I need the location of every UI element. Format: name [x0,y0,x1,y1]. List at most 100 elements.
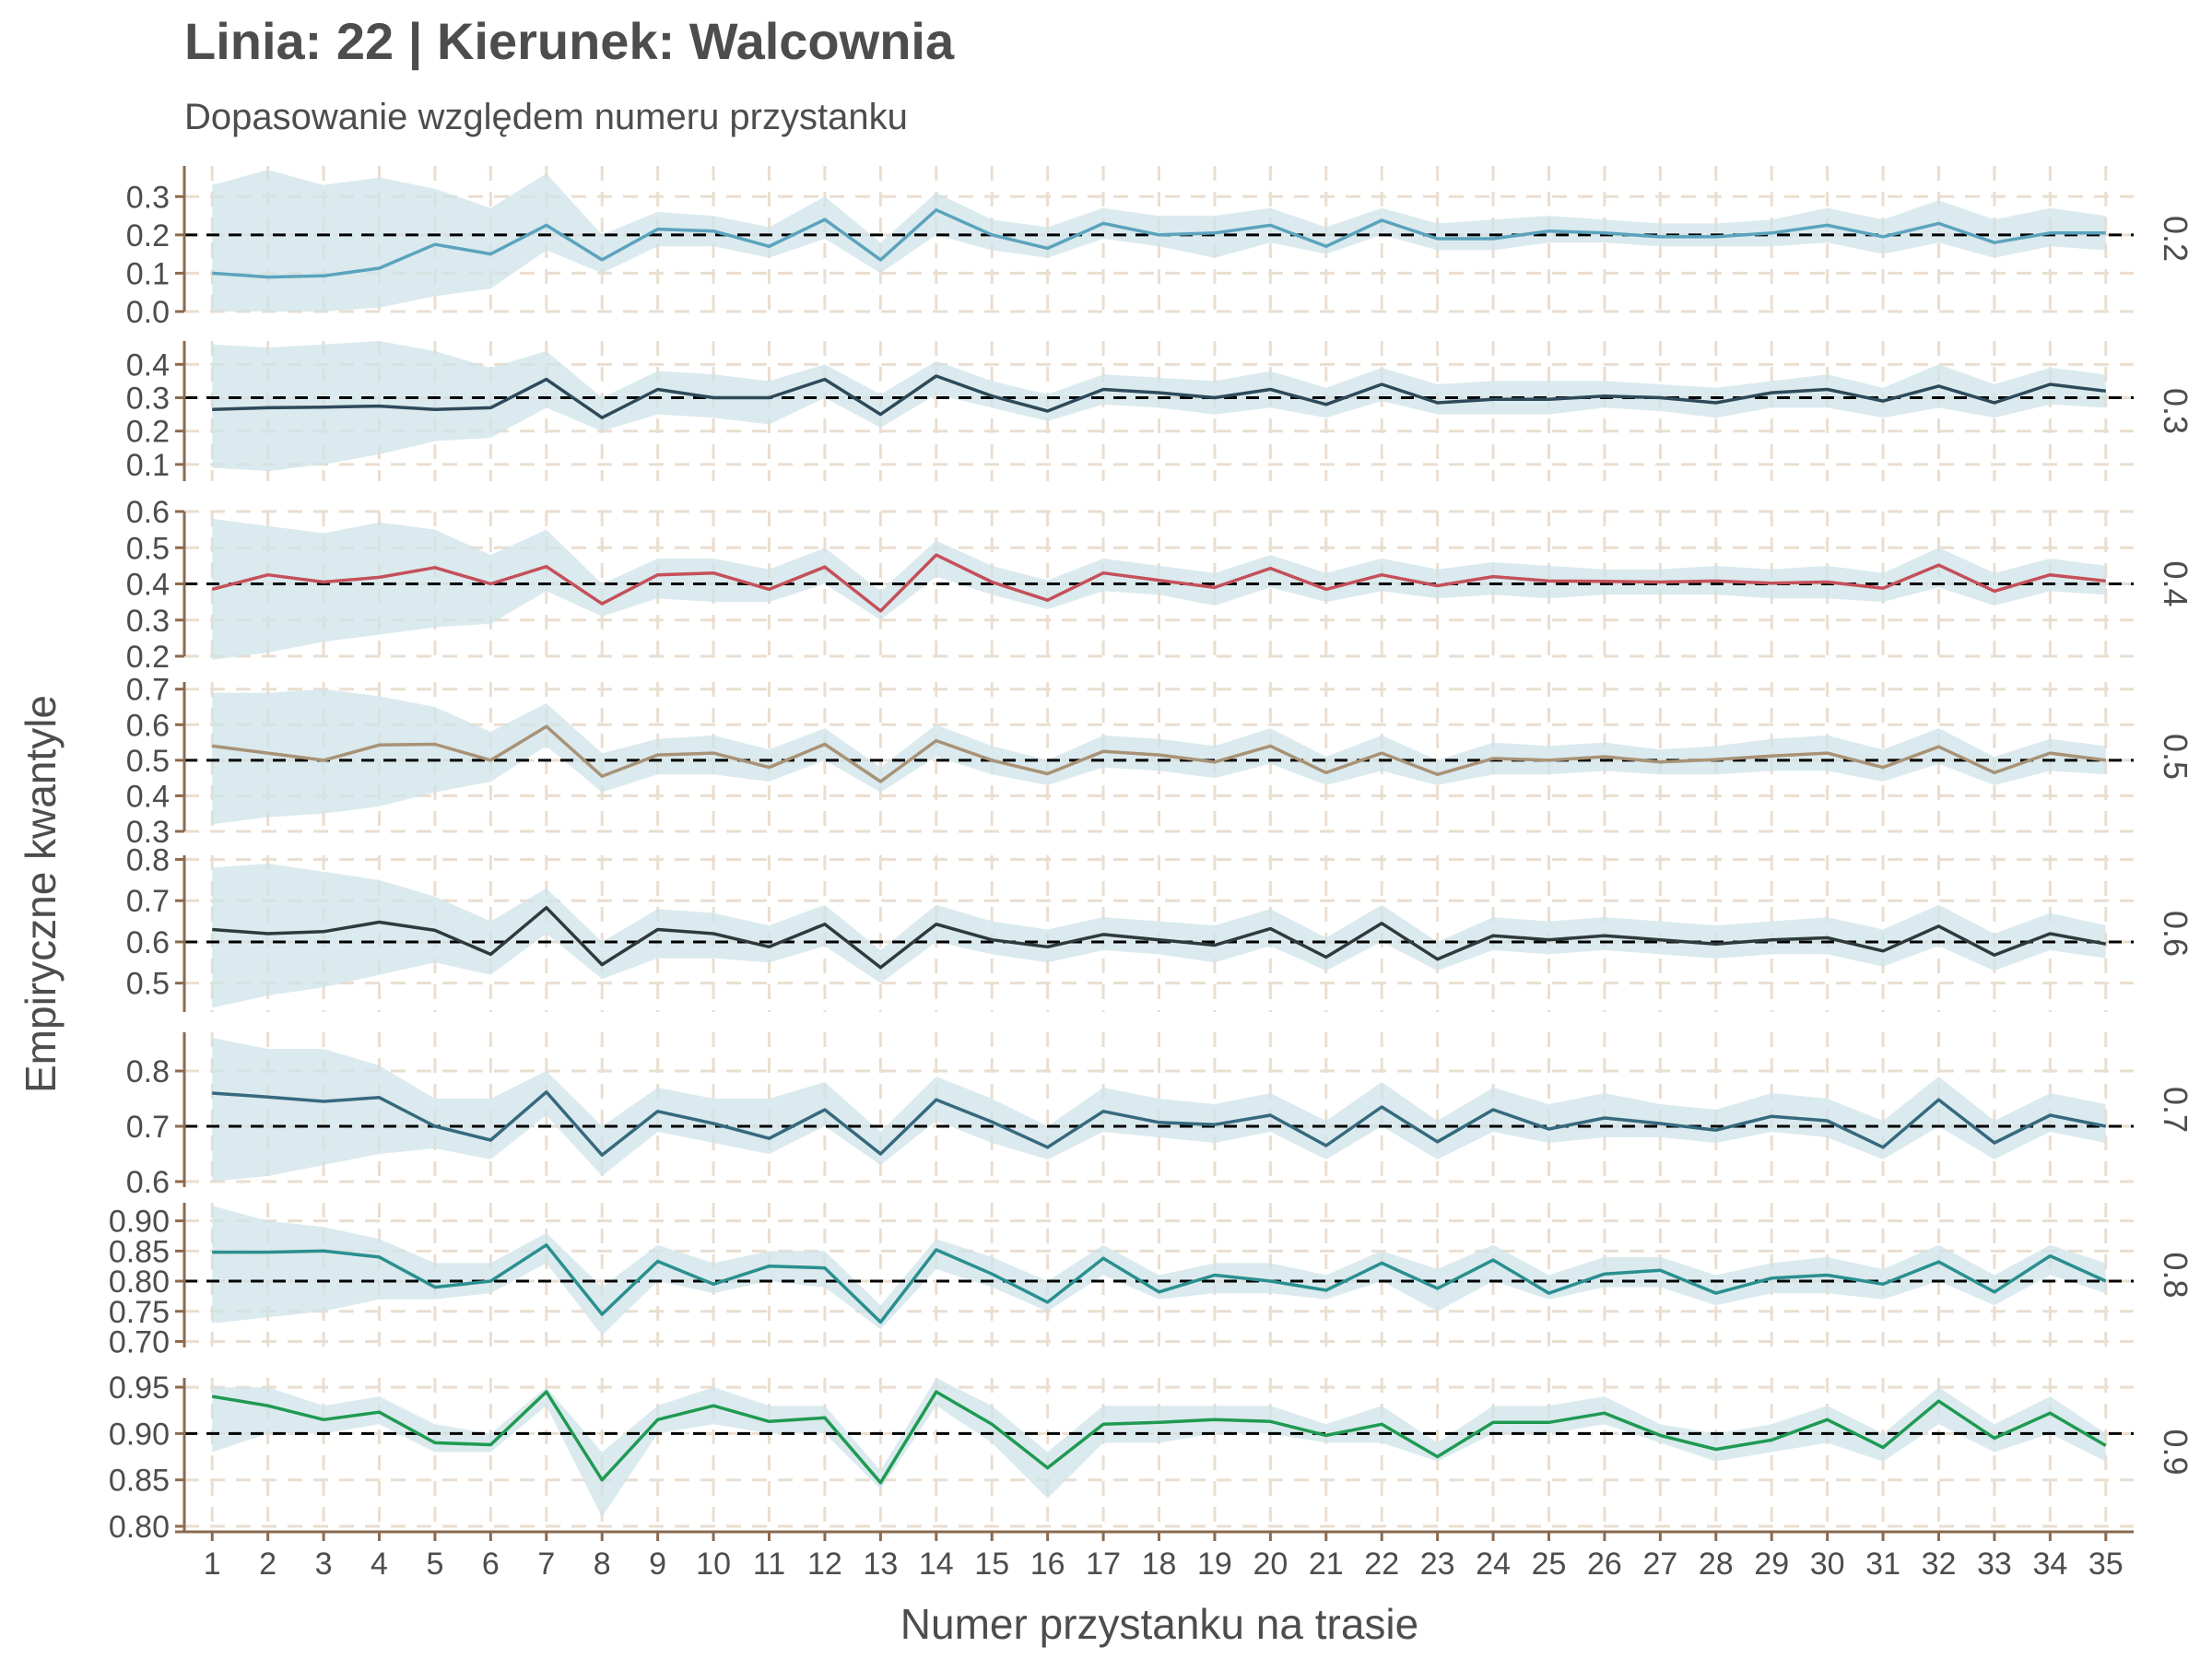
x-tick-label: 33 [1977,1547,2012,1582]
x-tick-label: 27 [1642,1547,1677,1582]
x-tick-label: 23 [1420,1547,1455,1582]
panel-0.4: 0.20.30.40.50.60.4 [126,495,2194,675]
y-tick-label: 0.4 [126,779,170,814]
confidence-band [212,863,2106,1008]
x-tick-label: 21 [1309,1547,1344,1582]
x-tick-label: 25 [1532,1547,1567,1582]
y-tick-label: 0.8 [126,842,170,877]
x-tick-label: 31 [1865,1547,1900,1582]
x-tick-label: 17 [1086,1547,1121,1582]
confidence-band [212,1038,2106,1182]
series-line-0.3 [212,374,2107,419]
y-tick-label: 0.0 [126,295,170,330]
strip-label: 0.3 [2157,388,2194,434]
confidence-band [212,688,2106,825]
x-axis-label: Numer przystanku na trasie [900,1600,1418,1648]
series-line-0.4 [211,553,2106,613]
confidence-band [212,341,2106,472]
y-tick-label: 0.4 [126,347,170,382]
x-tick-label: 34 [2032,1547,2067,1582]
confidence-band [212,518,2106,660]
x-tick-label: 11 [753,1547,785,1582]
y-tick-label: 0.5 [126,744,170,779]
series-line-0.8 [212,1243,2107,1324]
strip-label: 0.2 [2157,216,2194,262]
y-tick-label: 0.5 [126,531,170,566]
x-tick-label: 19 [1197,1547,1232,1582]
strip-label: 0.4 [2157,560,2194,606]
x-tick-label: 35 [2088,1547,2124,1582]
y-tick-label: 0.80 [109,1510,170,1545]
y-tick-label: 0.6 [126,925,170,960]
series-line-0.2 [212,208,2106,279]
x-tick-label: 29 [1754,1547,1789,1582]
y-tick-label: 0.80 [109,1265,170,1300]
x-tick-label: 20 [1253,1547,1288,1582]
strip-label: 0.9 [2157,1429,2194,1475]
x-tick-label: 2 [259,1547,276,1582]
y-tick-label: 0.70 [109,1324,170,1359]
y-tick-label: 0.8 [126,1054,170,1089]
strip-label: 0.5 [2157,734,2194,780]
y-tick-label: 0.7 [126,1110,170,1145]
x-tick-label: 22 [1364,1547,1399,1582]
x-tick-label: 7 [537,1547,555,1582]
panel-0.8: 0.700.750.800.850.90 0.8 [109,1203,2194,1359]
x-tick-label: 28 [1699,1547,1734,1582]
y-tick-label: 0.3 [126,604,170,639]
x-tick-label: 3 [315,1547,333,1582]
confidence-band [212,1378,2106,1517]
panel-0.7: 0.6 0.7 0.8 0.7 [126,1032,2194,1200]
panel-0.6: 0.5 0.6 0.7 0.8 0.6 [126,842,2194,1012]
y-tick-label: 0.1 [126,256,170,291]
y-tick-label: 0.90 [109,1417,170,1452]
panel-0.9: 0.80 0.85 0.90 0.95 0.9 [109,1371,2194,1545]
strip-label: 0.8 [2157,1252,2194,1298]
y-tick-label: 0.6 [126,495,170,530]
x-tick-label: 13 [863,1547,898,1582]
chart-subtitle: Dopasowanie względem numeru przystanku [184,97,908,137]
x-tick-label: 12 [807,1547,842,1582]
y-tick-label: 0.2 [126,415,170,450]
y-tick-label: 0.1 [126,448,170,483]
x-tick-label: 4 [371,1547,388,1582]
y-tick-label: 0.2 [126,218,170,253]
x-tick-label: 6 [482,1547,500,1582]
y-tick-label: 0.95 [109,1371,170,1406]
x-tick-label: 10 [696,1547,731,1582]
series-line-0.5 [211,724,2107,783]
x-tick-label: 8 [594,1547,611,1582]
y-tick-label: 0.85 [109,1464,170,1499]
x-tick-label: 30 [1810,1547,1845,1582]
strip-label: 0.7 [2157,1087,2194,1133]
x-tick-label: 1 [204,1547,221,1582]
x-tick-label: 18 [1142,1547,1177,1582]
x-tick-label: 15 [974,1547,1009,1582]
y-tick-label: 0.85 [109,1234,170,1269]
y-tick-label: 0.6 [126,1165,170,1200]
y-tick-label: 0.3 [126,815,170,850]
panel-0.3: 0.10.20.30.40.3 [126,341,2194,483]
x-tick-label: 32 [1922,1547,1957,1582]
y-tick-label: 0.5 [126,967,170,1002]
x-tick-label: 14 [919,1547,954,1582]
y-tick-label: 0.3 [126,382,170,417]
y-tick-label: 0.3 [126,180,170,215]
x-tick-label: 24 [1476,1547,1511,1582]
x-tick-label: 26 [1587,1547,1622,1582]
strip-label: 0.6 [2157,911,2194,957]
confidence-band [212,170,2106,312]
y-tick-label: 0.75 [109,1295,170,1330]
panel-0.2: 0.00.10.20.30.2 [126,166,2194,330]
x-tick-label: 5 [426,1547,443,1582]
y-tick-label: 0.4 [126,568,170,603]
y-tick-label: 0.7 [126,673,170,708]
series-line-0.7 [212,1090,2107,1157]
panels: 0.00.10.20.30.20.10.20.30.40.30.20.30.40… [109,166,2194,1545]
y-tick-label: 0.7 [126,884,170,919]
y-tick-label: 0.2 [126,640,170,675]
y-tick-label: 0.6 [126,708,170,743]
series-line-0.6 [212,906,2107,970]
chart-title: Linia: 22 | Kierunek: Walcownia [184,12,955,71]
